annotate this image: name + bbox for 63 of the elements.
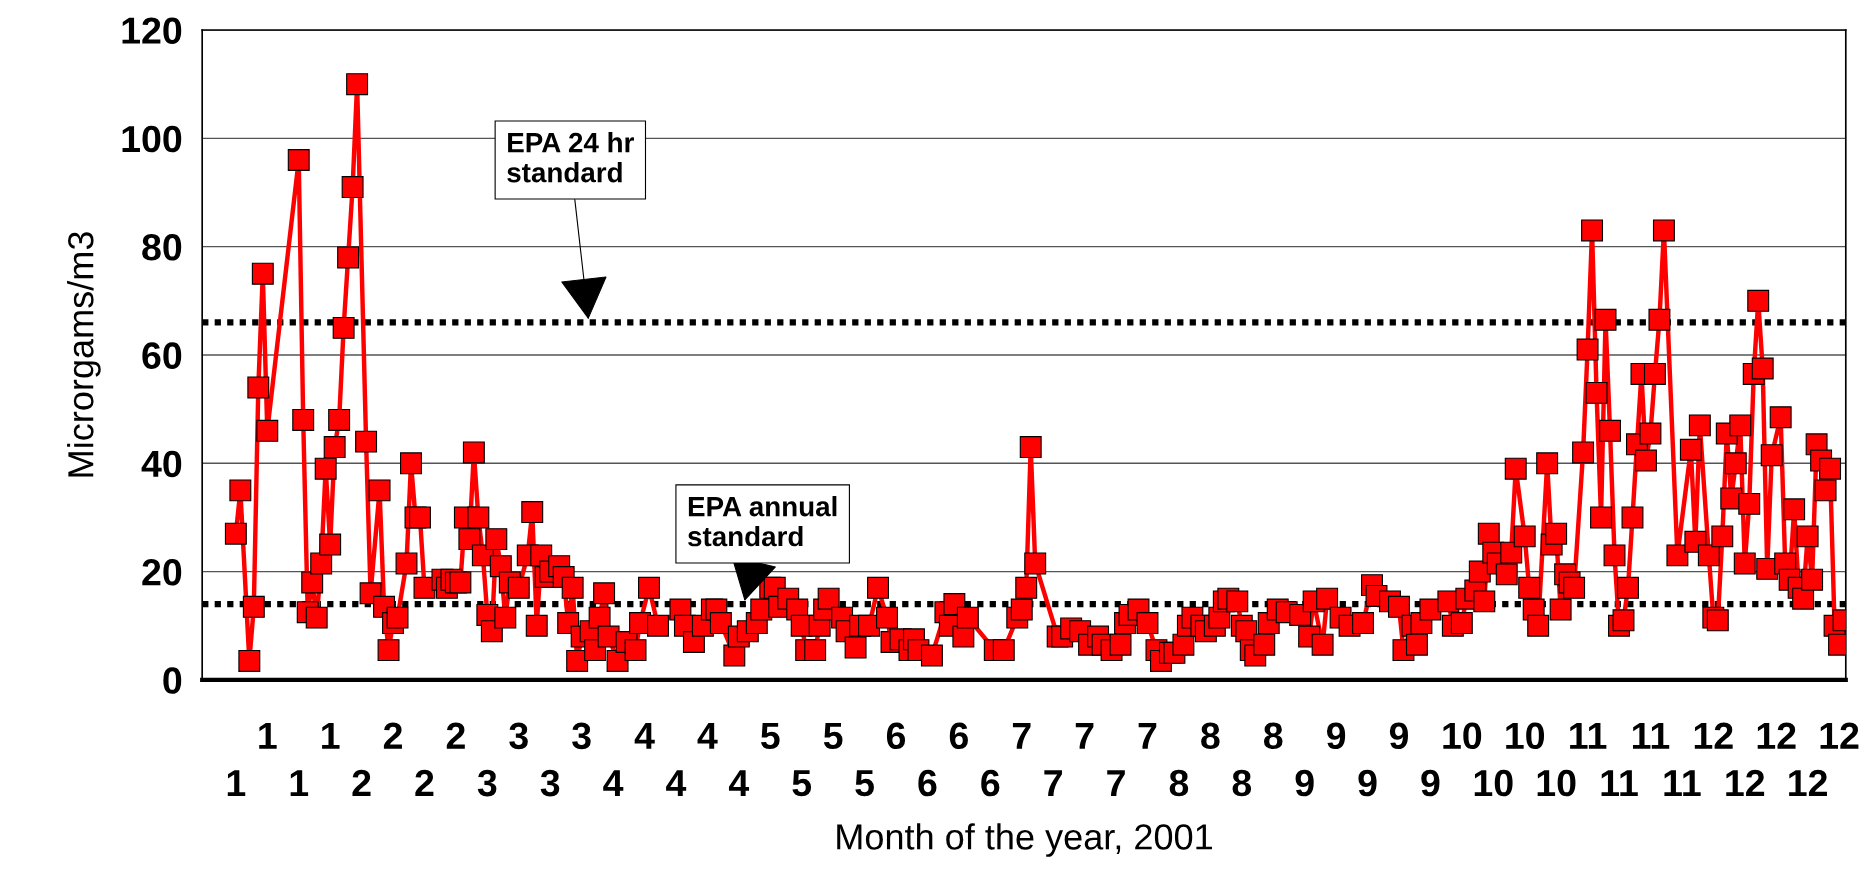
x-tick-label: 10 <box>1443 722 1482 750</box>
x-tick-label: 8 <box>1169 769 1189 797</box>
x-tick-label: 5 <box>792 770 812 797</box>
x-tick-label: 7 <box>1012 722 1031 749</box>
x-tick-label: 11 <box>1570 722 1607 749</box>
x-tick-label: 8 <box>1232 769 1252 797</box>
x-tick-label: 9 <box>1326 722 1346 750</box>
x-tick-label: 10 <box>1506 722 1545 750</box>
y-tick-label: 40 <box>141 450 182 478</box>
x-tick-label: 5 <box>823 722 843 750</box>
y-tick-label: 60 <box>142 342 182 369</box>
ref-line-label: EPA annual standard <box>688 496 837 547</box>
x-tick-label: 3 <box>572 722 591 750</box>
ref-line-label: EPA 24 hr standard <box>507 132 634 183</box>
x-tick-label: 4 <box>728 770 750 796</box>
x-tick-label: 6 <box>886 722 906 750</box>
x-tick-label: 7 <box>1107 770 1125 796</box>
y-tick-label: 100 <box>122 125 182 153</box>
x-tick-label: 7 <box>1075 722 1094 749</box>
x-tick-label: 11 <box>1632 722 1670 749</box>
x-tick-label: 1 <box>227 770 246 796</box>
x-tick-label: 2 <box>352 769 371 796</box>
x-tick-label: 2 <box>383 722 402 749</box>
x-tick-label: 12 <box>1694 722 1733 749</box>
x-tick-label: 3 <box>540 769 560 797</box>
x-tick-label: 12 <box>1789 769 1827 796</box>
x-tick-label: 7 <box>1138 722 1157 749</box>
x-tick-label: 10 <box>1537 769 1576 797</box>
x-tick-label: 1 <box>259 722 277 749</box>
x-tick-label: 3 <box>477 769 497 797</box>
x-tick-label: 4 <box>697 722 718 749</box>
x-tick-label: 1 <box>290 770 309 796</box>
x-tick-label: 6 <box>918 769 937 797</box>
x-tick-label: 8 <box>1263 722 1283 750</box>
x-tick-label: 9 <box>1421 769 1440 797</box>
x-axis-title: Month of the year, 2001 <box>837 823 1212 857</box>
x-tick-label: 9 <box>1389 722 1408 750</box>
x-tick-label: 9 <box>1295 769 1314 797</box>
y-tick-label: 0 <box>163 667 182 694</box>
x-tick-label: 11 <box>1664 770 1701 796</box>
y-tick-label: 80 <box>142 234 182 261</box>
x-tick-label: 5 <box>855 770 874 797</box>
x-tick-label: 12 <box>1757 722 1796 749</box>
x-tick-label: 9 <box>1358 769 1377 797</box>
x-tick-label: 2 <box>415 769 434 796</box>
x-tick-label: 11 <box>1601 770 1638 796</box>
y-axis-title: Microrgams/m3 <box>67 232 101 477</box>
x-tick-label: 6 <box>981 769 1000 797</box>
x-tick-label: 3 <box>509 722 528 750</box>
x-tick-label: 5 <box>760 722 780 750</box>
x-tick-label: 10 <box>1474 769 1513 797</box>
y-tick-label: 20 <box>142 559 182 586</box>
x-tick-label: 12 <box>1820 722 1859 749</box>
x-tick-label: 1 <box>322 722 340 749</box>
y-tick-label: 120 <box>122 17 182 44</box>
x-tick-label: 4 <box>603 770 624 796</box>
x-tick-label: 6 <box>949 722 968 750</box>
x-tick-label: 4 <box>666 770 687 796</box>
x-tick-label: 2 <box>446 722 465 749</box>
x-tick-label: 7 <box>1044 770 1062 796</box>
x-tick-label: 8 <box>1201 722 1220 750</box>
x-tick-label: 12 <box>1726 769 1765 796</box>
x-tick-label: 4 <box>634 722 655 749</box>
